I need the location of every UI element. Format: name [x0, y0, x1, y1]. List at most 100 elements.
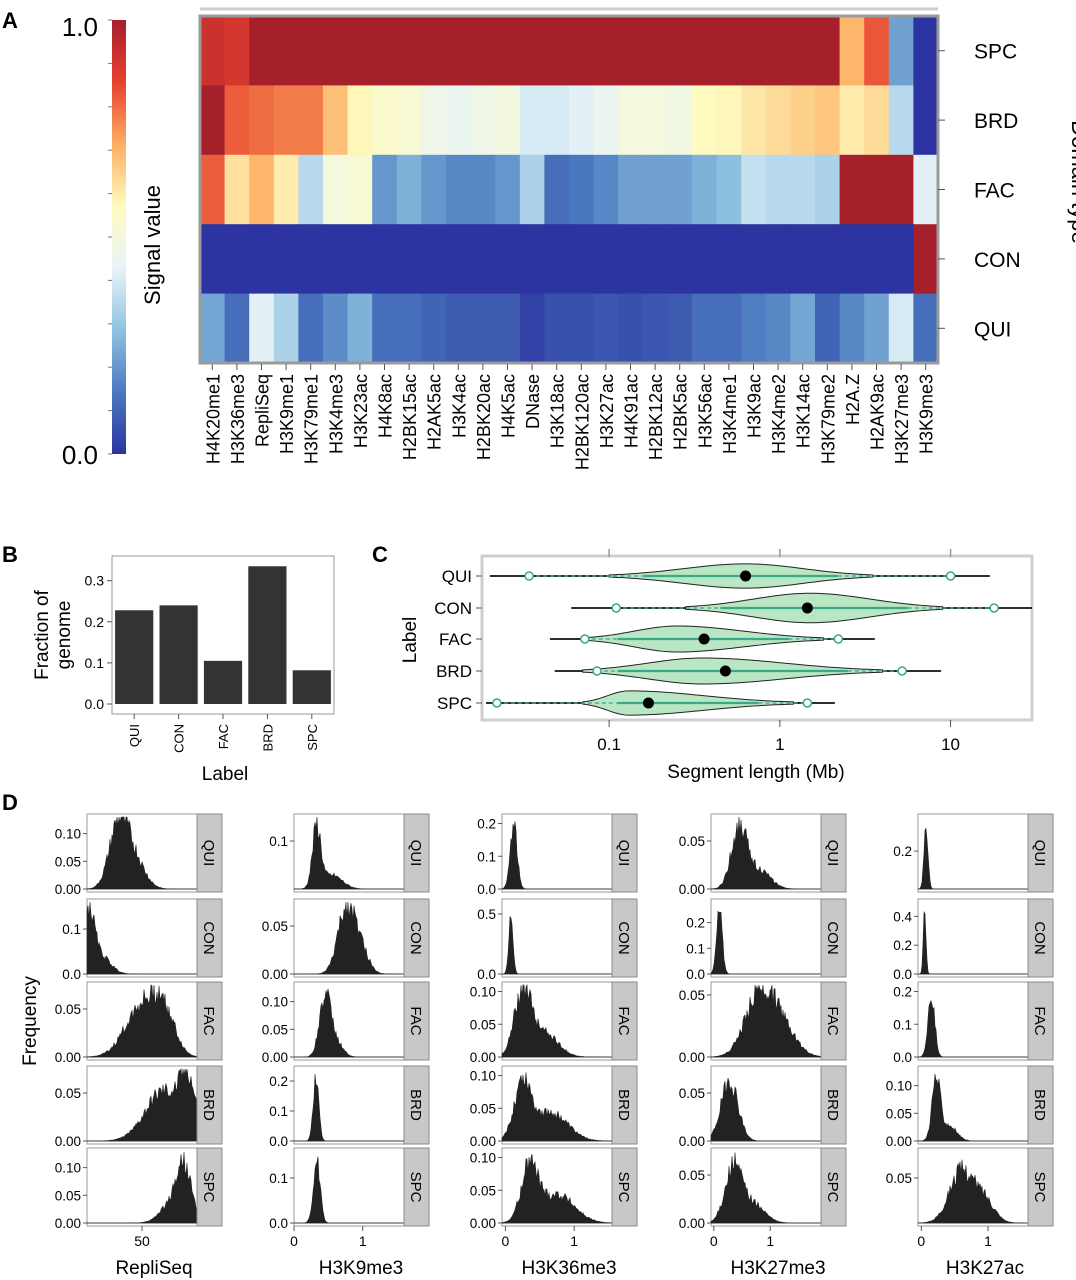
facet-ytick-label: 0.0: [477, 882, 496, 897]
heatmap-cell: [470, 154, 496, 225]
facet-strip-label: FAC: [200, 1006, 217, 1035]
heatmap-cell: [741, 224, 767, 295]
heatmap-cell: [593, 224, 619, 295]
heatmap-cell: [741, 85, 767, 156]
facet-ytick-label: 0.00: [262, 1050, 288, 1065]
facet-ytick-label: 0.2: [893, 985, 912, 1000]
heatmap-cell: [692, 154, 718, 225]
heatmap-cell: [396, 16, 422, 86]
violin-ylabel: Label: [400, 617, 421, 664]
heatmap-cell: [470, 85, 496, 156]
colorbar-title: Signal value: [140, 185, 165, 305]
heatmap-cell: [790, 16, 816, 86]
facet-ytick-label: 0.05: [470, 1017, 496, 1032]
violin-ytick-label: FAC: [439, 630, 472, 649]
heatmap-cell: [765, 293, 791, 364]
heatmap-cell: [790, 85, 816, 156]
facet-strip-label: CON: [1031, 921, 1048, 954]
heatmap-cell: [323, 85, 349, 156]
facet-ytick-label: 0.05: [679, 1086, 705, 1101]
heatmap-cell: [495, 293, 521, 364]
facet-ytick-label: 0.05: [55, 1188, 81, 1203]
facet-strip-label: QUI: [1031, 840, 1048, 867]
violin-ytick-label: QUI: [442, 567, 472, 586]
heatmap-cell: [593, 293, 619, 364]
heatmap-row-label: QUI: [974, 318, 1011, 341]
heatmap-column-label: H2BK20ac: [474, 374, 494, 460]
heatmap-cell: [642, 16, 668, 86]
facet-strip-label: BRD: [1031, 1089, 1048, 1121]
heatmap-cell: [323, 154, 349, 225]
heatmap-cell: [372, 154, 398, 225]
heatmap-cell: [446, 16, 472, 86]
heatmap-cell: [519, 85, 545, 156]
heatmap-column-label: H2BK5ac: [671, 374, 691, 450]
heatmap-cell: [372, 224, 398, 295]
facet-strip: [820, 1065, 847, 1145]
heatmap-cell: [249, 224, 275, 295]
heatmap-cell: [815, 16, 841, 86]
heatmap-cell: [347, 85, 373, 156]
facet-strip-label: SPC: [1031, 1172, 1048, 1203]
facet-ytick-label: 0.5: [477, 907, 496, 922]
heatmap-cell: [200, 154, 226, 225]
heatmap-cell: [569, 293, 595, 364]
facet-strip: [196, 1065, 223, 1145]
heatmap-cell: [864, 293, 890, 364]
facet-ytick-label: 0.2: [269, 1074, 288, 1089]
heatmap-column-label: H2BK12ac: [646, 374, 666, 460]
facet-strip-label: BRD: [615, 1089, 632, 1121]
heatmap-cell: [495, 154, 521, 225]
heatmap-cell: [913, 16, 939, 86]
bar: [159, 605, 198, 704]
heatmap-cell: [396, 293, 422, 364]
histogram-facet: 0.00 0.05 0.10 SPC: [470, 1147, 638, 1231]
facet-strip: [403, 1065, 430, 1145]
facet-ytick-label: 0.0: [62, 967, 81, 982]
facet-strip-label: CON: [407, 921, 424, 954]
heatmap-cell: [913, 224, 939, 295]
heatmap-row-label: FAC: [974, 180, 1015, 203]
histogram-facet: 0.00 0.05 CON: [262, 898, 430, 982]
facet-ytick-label: 0.05: [679, 1168, 705, 1183]
histogram-facet: 0.00 0.05 0.10 QUI: [55, 813, 223, 897]
panel-label-c: C: [372, 542, 388, 567]
facet-xtick-label: 0: [290, 1233, 298, 1249]
facet-ytick-label: 0.00: [470, 1134, 496, 1149]
facet-ytick-label: 0.0: [893, 967, 912, 982]
heatmap-cell: [273, 85, 299, 156]
heatmap-cell: [618, 16, 644, 86]
violin-ytick-label: BRD: [436, 662, 472, 681]
heatmap-cell: [200, 224, 226, 295]
facet-ytick-label: 0.10: [262, 995, 288, 1010]
heatmap-cell: [716, 154, 742, 225]
heatmap-cell: [888, 224, 914, 295]
colorbar-min-label: 0.0: [62, 440, 98, 470]
facet-strip: [1027, 898, 1054, 978]
histogram-facet: 0.00 0.05 0.10 FAC: [262, 981, 430, 1065]
histogram-facet: 0.00 0.05 BRD: [55, 1065, 223, 1149]
facet-strip-label: BRD: [824, 1089, 841, 1121]
facet-ytick-label: 0.05: [470, 1183, 496, 1198]
heatmap-cell: [618, 293, 644, 364]
domain-type-axis-label: Domain type: [1067, 120, 1076, 244]
heatmap-cell: [470, 224, 496, 295]
histogram-area: [501, 1154, 613, 1224]
facet-strip: [611, 898, 638, 978]
facet-strip-label: SPC: [200, 1172, 217, 1203]
facet-column-xlabel: H3K36me3: [521, 1258, 616, 1279]
facet-strip: [1027, 1065, 1054, 1145]
heatmap-cell: [372, 85, 398, 156]
histogram-area: [501, 1072, 613, 1142]
violin-ytick-label: CON: [434, 599, 472, 618]
heatmap-cell: [569, 16, 595, 86]
heatmap-cell: [618, 224, 644, 295]
heatmap-cell: [372, 293, 398, 364]
heatmap-cell: [421, 154, 447, 225]
facet-strip: [1027, 813, 1054, 893]
facet-xtick-label: 0: [710, 1233, 718, 1249]
heatmap-cell: [446, 85, 472, 156]
histogram-facet: 0.00 0.05 0.10 BRD: [886, 1065, 1054, 1149]
violin-p95-point: [897, 666, 907, 676]
heatmap-cell: [224, 293, 250, 364]
